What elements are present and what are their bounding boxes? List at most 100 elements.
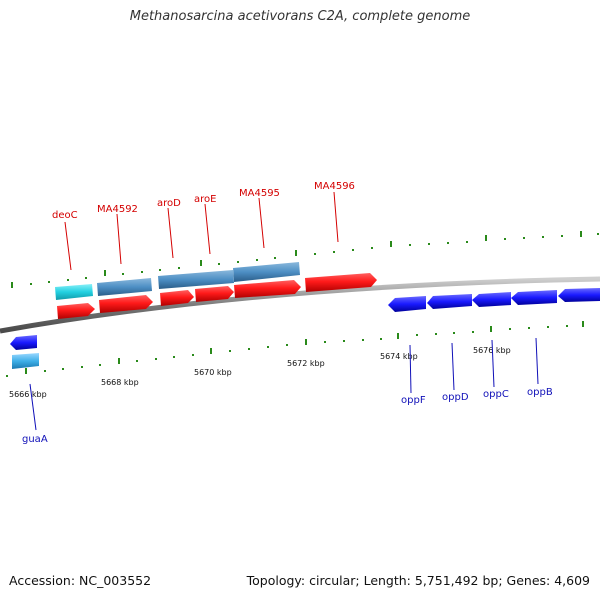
leader-line-MA4592: [116, 213, 122, 265]
tick-mark: [118, 358, 120, 364]
tick-mark: [371, 247, 373, 249]
tick-mark: [104, 270, 106, 276]
tick-mark: [528, 327, 530, 329]
tick-mark: [582, 321, 584, 327]
tick-mark: [81, 366, 83, 368]
gene-feature-aroD-aroE[interactable]: [158, 270, 234, 289]
gene-label-oppB[interactable]: oppB: [527, 387, 553, 398]
leader-line-deoC: [64, 221, 72, 271]
cds-arrow-deoC[interactable]: [57, 303, 95, 319]
tick-mark: [435, 333, 437, 335]
tick-label: 5676 kbp: [473, 346, 511, 355]
gene-label-deoC[interactable]: deoC: [52, 210, 78, 221]
cds-arrow-oppF[interactable]: [388, 296, 426, 312]
leader-line-MA4596: [333, 191, 339, 243]
lower-tick-row: [6, 321, 584, 377]
tick-label: 5666 kbp: [9, 390, 47, 399]
tick-mark: [305, 339, 307, 345]
genome-backbone: [0, 276, 600, 334]
tick-mark: [99, 364, 101, 366]
tick-mark: [30, 283, 32, 285]
tick-mark: [141, 271, 143, 273]
tick-mark: [218, 263, 220, 265]
leader-line-MA4595: [258, 197, 265, 249]
gene-feature-deoC[interactable]: [55, 284, 93, 300]
cds-arrow-oppC[interactable]: [472, 292, 511, 307]
tick-mark: [566, 325, 568, 327]
tick-mark: [173, 356, 175, 358]
leader-line-guaA: [29, 383, 37, 431]
tick-mark: [48, 281, 50, 283]
tick-mark: [453, 332, 455, 334]
tick-mark: [25, 368, 27, 374]
tick-mark: [136, 360, 138, 362]
tick-mark: [397, 333, 399, 339]
tick-mark: [274, 257, 276, 259]
leader-line-oppB: [535, 337, 539, 385]
cds-arrow-next[interactable]: [558, 288, 600, 302]
tick-mark: [62, 368, 64, 370]
gene-label-oppC[interactable]: oppC: [483, 389, 509, 400]
tick-mark: [210, 348, 212, 354]
leader-line-oppC: [491, 339, 495, 388]
cds-arrow-aroE[interactable]: [195, 286, 234, 302]
tick-mark: [561, 235, 563, 237]
leader-line-aroE: [204, 203, 211, 255]
cds-arrow-aroD[interactable]: [160, 290, 194, 306]
tick-mark: [580, 231, 582, 237]
leader-line-oppF: [409, 344, 412, 394]
gene-label-aroD[interactable]: aroD: [157, 198, 181, 209]
gene-feature-guaA[interactable]: [12, 353, 39, 369]
tick-mark: [324, 341, 326, 343]
tick-mark: [490, 326, 492, 332]
tick-mark: [542, 236, 544, 238]
tick-mark: [155, 358, 157, 360]
tick-mark: [343, 340, 345, 342]
tick-mark: [122, 273, 124, 275]
tick-mark: [390, 241, 392, 247]
tick-mark: [192, 354, 194, 356]
map-title: Methanosarcina acetivorans C2A, complete…: [129, 9, 471, 24]
tick-mark: [178, 267, 180, 269]
tick-mark: [159, 269, 161, 271]
gene-label-MA4592[interactable]: MA4592: [97, 204, 138, 215]
cds-arrow-MA4596[interactable]: [305, 273, 377, 292]
gene-label-guaA[interactable]: guaA: [22, 434, 48, 445]
upper-tick-row: [11, 231, 599, 288]
tick-mark: [248, 348, 250, 350]
tick-mark: [547, 326, 549, 328]
leader-line-oppD: [451, 342, 455, 391]
tick-mark: [472, 331, 474, 333]
tick-mark: [380, 338, 382, 340]
tick-label: 5668 kbp: [101, 378, 139, 387]
tick-mark: [67, 279, 69, 281]
tick-mark: [229, 350, 231, 352]
tick-mark: [504, 238, 506, 240]
topology-summary-text: Topology: circular; Length: 5,751,492 bp…: [246, 573, 590, 588]
cds-arrow-MA4595[interactable]: [234, 280, 301, 298]
tick-mark: [314, 253, 316, 255]
tick-mark: [523, 237, 525, 239]
cds-arrow-oppB[interactable]: [511, 290, 557, 305]
tick-mark: [509, 328, 511, 330]
tick-label: 5672 kbp: [287, 359, 325, 368]
forward-gene-layer: [55, 262, 300, 300]
bottom-leader-lines: [29, 337, 539, 431]
cds-arrow-MA4592[interactable]: [99, 295, 153, 313]
gene-label-aroE[interactable]: aroE: [194, 194, 216, 205]
tick-mark: [6, 375, 8, 377]
gene-label-oppD[interactable]: oppD: [442, 392, 469, 403]
gene-feature-MA4595[interactable]: [233, 262, 300, 282]
reverse-cds-layer: [10, 288, 600, 369]
tick-mark: [333, 251, 335, 253]
tick-label: 5670 kbp: [194, 368, 232, 377]
cds-arrow-oppD[interactable]: [427, 294, 472, 309]
cds-arrow-guaA[interactable]: [10, 335, 37, 350]
gene-label-oppF[interactable]: oppF: [401, 395, 426, 406]
gene-label-MA4595[interactable]: MA4595: [239, 188, 280, 199]
tick-mark: [44, 370, 46, 372]
gene-label-MA4596[interactable]: MA4596: [314, 181, 355, 192]
leader-line-aroD: [167, 207, 174, 259]
gene-feature-MA4592[interactable]: [97, 278, 152, 296]
